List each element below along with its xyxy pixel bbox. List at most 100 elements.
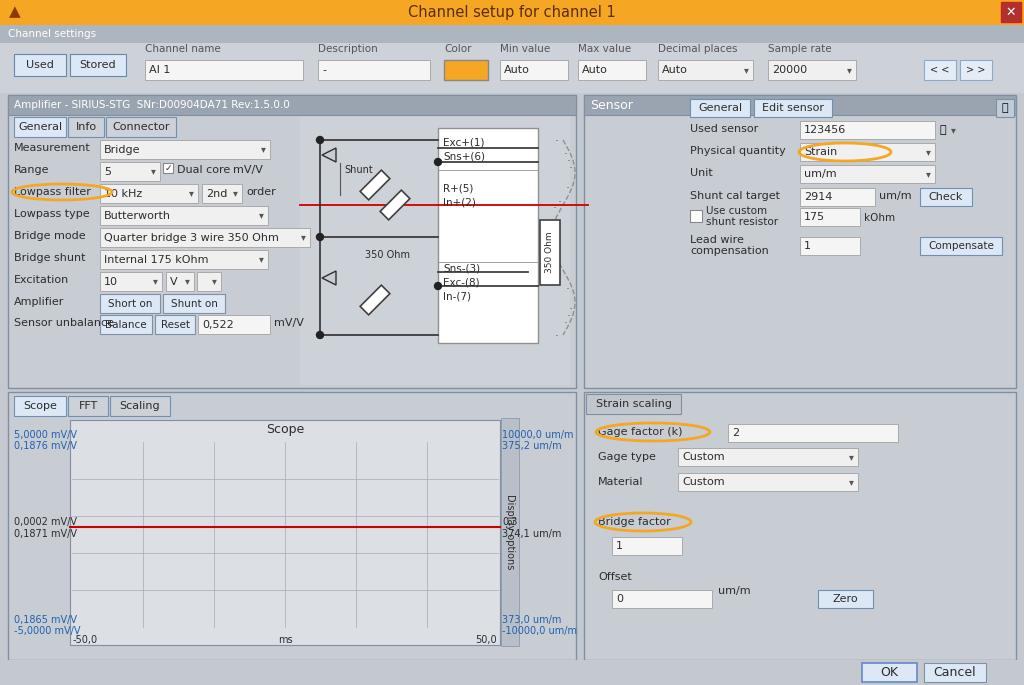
- Text: Used sensor: Used sensor: [690, 124, 758, 134]
- Text: Shunt cal target: Shunt cal target: [690, 191, 780, 201]
- Text: In-(7): In-(7): [443, 291, 471, 301]
- Text: Use custom: Use custom: [706, 206, 767, 216]
- Text: FFT: FFT: [79, 401, 97, 411]
- Text: Sensor unbalance: Sensor unbalance: [14, 318, 114, 328]
- Bar: [163, 163, 173, 173]
- Text: Gage factor (k): Gage factor (k): [598, 427, 683, 437]
- Text: Sns+(6): Sns+(6): [443, 151, 485, 161]
- Text: 2: 2: [732, 428, 739, 438]
- Text: mV/V: mV/V: [233, 165, 263, 175]
- Bar: [690, 210, 702, 222]
- Bar: [110, 396, 170, 416]
- Bar: [728, 424, 898, 442]
- Text: > >: > >: [967, 65, 986, 75]
- Bar: [155, 315, 195, 334]
- Bar: [100, 140, 270, 159]
- Bar: [578, 60, 646, 80]
- Bar: [586, 394, 681, 414]
- Text: 375,2 um/m: 375,2 um/m: [502, 441, 561, 451]
- Bar: [584, 95, 1016, 388]
- Text: ms: ms: [278, 635, 292, 645]
- Bar: [690, 99, 750, 117]
- Text: 123456: 123456: [804, 125, 846, 135]
- Bar: [14, 54, 66, 76]
- Text: Compensate: Compensate: [928, 241, 994, 251]
- Bar: [100, 162, 160, 181]
- Text: Offset: Offset: [598, 572, 632, 582]
- Text: Check: Check: [929, 192, 964, 202]
- Text: Scope: Scope: [266, 423, 304, 436]
- Bar: [100, 294, 160, 313]
- Text: Sns-(3): Sns-(3): [443, 263, 480, 273]
- Text: 374,1 um/m: 374,1 um/m: [502, 529, 561, 539]
- Bar: [444, 60, 488, 80]
- Text: In+(2): In+(2): [443, 197, 476, 207]
- Text: ✓: ✓: [164, 164, 172, 173]
- Text: Shunt: Shunt: [344, 165, 373, 175]
- Bar: [754, 99, 831, 117]
- Text: Auto: Auto: [504, 65, 529, 75]
- Text: mV/V: mV/V: [274, 318, 304, 328]
- Text: ▲: ▲: [9, 5, 20, 19]
- Text: ▾: ▾: [232, 188, 238, 199]
- Text: um/m: um/m: [718, 586, 751, 596]
- Circle shape: [316, 136, 324, 143]
- Text: 373,0 um/m: 373,0 um/m: [502, 615, 561, 625]
- Bar: [300, 115, 570, 385]
- Bar: [800, 188, 874, 206]
- Bar: [996, 99, 1014, 117]
- Polygon shape: [360, 285, 390, 315]
- Bar: [658, 60, 753, 80]
- Text: Internal 175 kOhm: Internal 175 kOhm: [104, 255, 209, 264]
- Bar: [540, 220, 560, 285]
- Text: compensation: compensation: [690, 246, 769, 256]
- Bar: [166, 272, 194, 291]
- Text: ▾: ▾: [849, 452, 853, 462]
- Bar: [800, 121, 935, 139]
- Text: 20000: 20000: [772, 65, 807, 75]
- Bar: [68, 117, 104, 137]
- Bar: [163, 294, 225, 313]
- Text: Connector: Connector: [113, 122, 170, 132]
- Text: 0,1876 mV/V: 0,1876 mV/V: [14, 441, 77, 451]
- Polygon shape: [322, 271, 336, 285]
- Text: 0: 0: [616, 594, 623, 604]
- Text: 1: 1: [616, 541, 623, 551]
- Polygon shape: [380, 190, 410, 220]
- Text: Material: Material: [598, 477, 643, 487]
- Text: Stored: Stored: [80, 60, 117, 70]
- Bar: [800, 165, 935, 183]
- Text: Sample rate: Sample rate: [768, 44, 831, 54]
- Text: 5,0000 mV/V: 5,0000 mV/V: [14, 430, 77, 440]
- Bar: [0, 25, 1024, 43]
- Text: Auto: Auto: [582, 65, 608, 75]
- Bar: [68, 396, 108, 416]
- Text: Max value: Max value: [578, 44, 631, 54]
- Text: 50,0: 50,0: [475, 635, 497, 645]
- Bar: [100, 315, 152, 334]
- Bar: [924, 60, 956, 80]
- Bar: [197, 272, 221, 291]
- Text: Amplifier: Amplifier: [14, 297, 65, 307]
- Bar: [202, 184, 242, 203]
- Text: Decimal places: Decimal places: [658, 44, 737, 54]
- Circle shape: [434, 158, 441, 166]
- Text: 2nd: 2nd: [206, 188, 227, 199]
- Text: 5: 5: [104, 166, 111, 177]
- Text: ▾: ▾: [153, 277, 158, 286]
- Text: Butterworth: Butterworth: [104, 210, 171, 221]
- Bar: [0, 660, 1024, 685]
- Text: ▾: ▾: [847, 65, 851, 75]
- Text: ▾: ▾: [926, 147, 931, 157]
- Bar: [70, 54, 126, 76]
- Text: Auto: Auto: [662, 65, 688, 75]
- Polygon shape: [322, 148, 336, 162]
- Text: Quarter bridge 3 wire 350 Ohm: Quarter bridge 3 wire 350 Ohm: [104, 232, 279, 242]
- Text: Exc-(8): Exc-(8): [443, 277, 479, 287]
- Text: Scaling: Scaling: [120, 401, 161, 411]
- Text: ▾: ▾: [184, 277, 189, 286]
- Bar: [768, 60, 856, 80]
- Text: Excitation: Excitation: [14, 275, 70, 285]
- Bar: [100, 206, 268, 225]
- Bar: [612, 590, 712, 608]
